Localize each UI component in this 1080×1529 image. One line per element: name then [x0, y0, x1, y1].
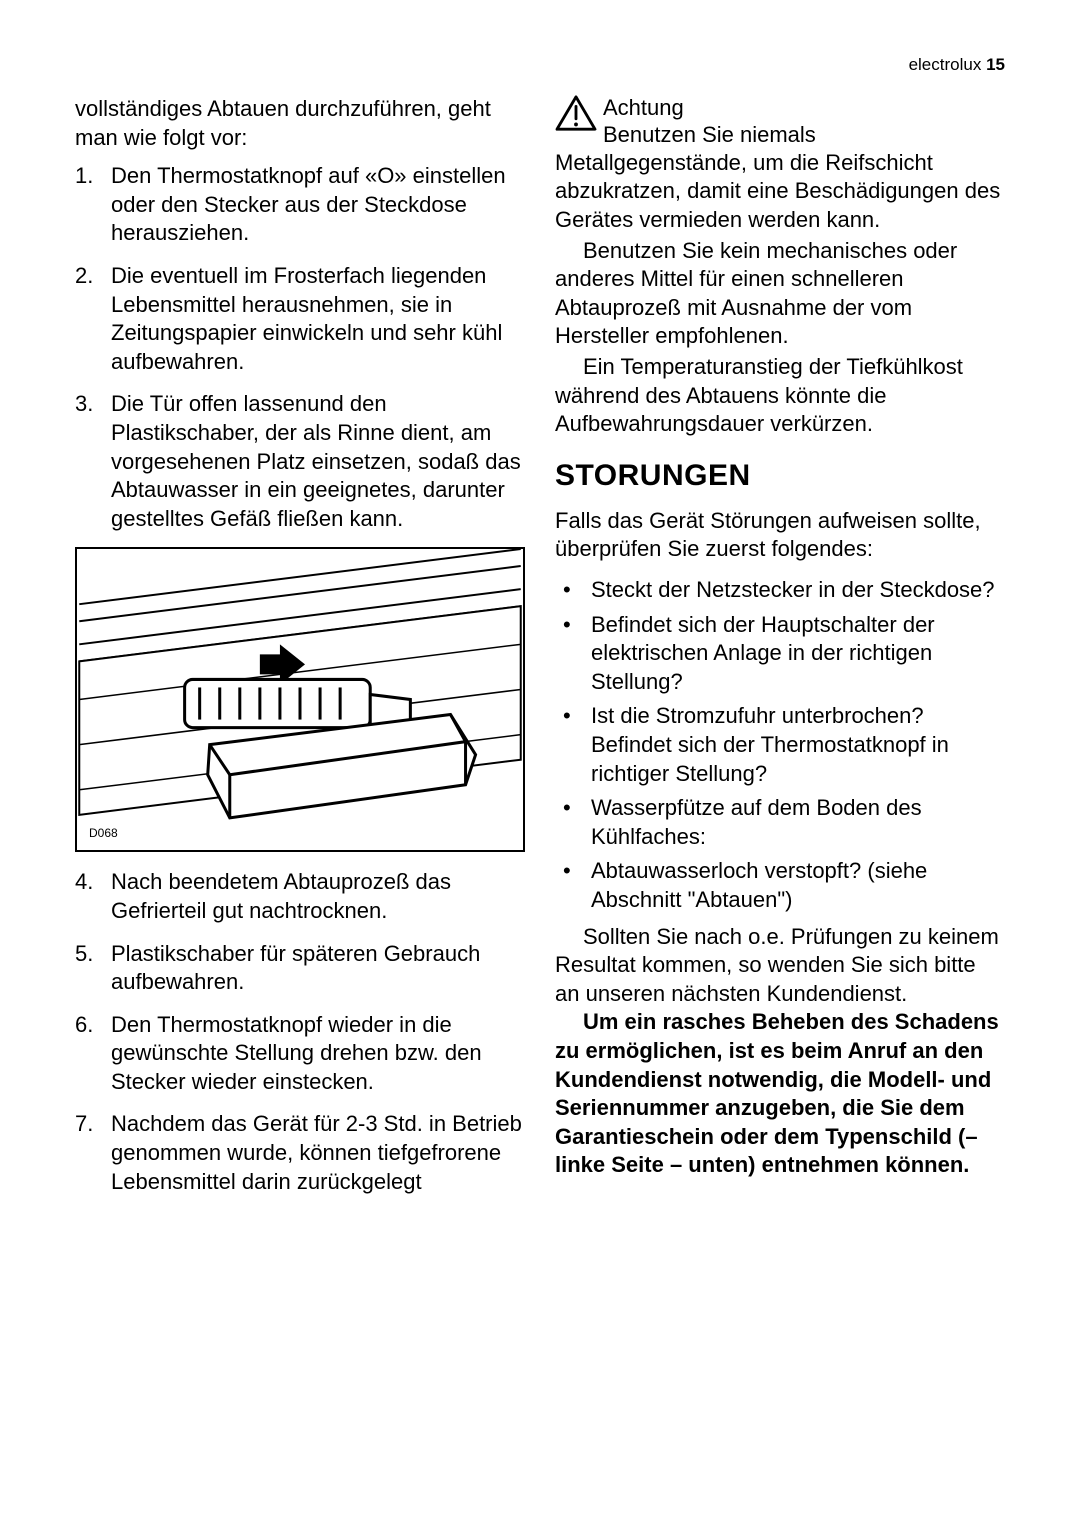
intro-text: vollständiges Abtauen durchzuführen, geh… — [75, 95, 525, 152]
step-item: Plastikschaber für späteren Gebrauch auf… — [75, 940, 525, 997]
warning-triangle-icon — [555, 95, 597, 133]
closing-paragraph-2: Um ein rasches Beheben des Schadens zu e… — [555, 1008, 1005, 1180]
step-item: Den Thermostatknopf wieder in die gewüns… — [75, 1011, 525, 1097]
figure-label: D068 — [89, 826, 118, 840]
steps-list-a: Den Thermostatknopf auf «O» einstellen o… — [75, 162, 525, 533]
defrost-illustration — [77, 549, 523, 850]
left-column: vollständiges Abtauen durchzuführen, geh… — [75, 95, 525, 1210]
bullet-item: Ist die Stromzufuhr unterbrochen? Befind… — [555, 702, 1005, 788]
bullet-item: Wasserpfütze auf dem Boden des Kühlfache… — [555, 794, 1005, 851]
section-heading: STORUNGEN — [555, 459, 1005, 493]
defrost-figure: D068 — [75, 547, 525, 852]
warning-paragraph-3: Ein Temperaturanstieg der Tiefkühlkost w… — [555, 353, 1005, 439]
right-column: Achtung Benutzen Sie niemals Metallgegen… — [555, 95, 1005, 1210]
closing-paragraph-1: Sollten Sie nach o.e. Prüfungen zu keine… — [555, 923, 1005, 1009]
warning-first-line: Benutzen Sie niemals — [603, 121, 816, 149]
page-header: electrolux 15 — [909, 55, 1005, 75]
step-item: Die Tür offen lassenund den Plastikschab… — [75, 390, 525, 533]
step-item: Nach beendetem Abtauprozeß das Gefrierte… — [75, 868, 525, 925]
step-item: Die eventuell im Frosterfach liegenden L… — [75, 262, 525, 376]
warning-paragraph-1: Metallgegenstände, um die Reifschicht ab… — [555, 149, 1005, 235]
warning-title: Achtung — [603, 95, 816, 121]
step-item: Den Thermostatknopf auf «O» einstellen o… — [75, 162, 525, 248]
brand-label: electrolux — [909, 55, 982, 74]
page-number: 15 — [986, 55, 1005, 74]
two-column-layout: vollständiges Abtauen durchzuführen, geh… — [75, 95, 1005, 1210]
warning-header: Achtung Benutzen Sie niemals — [555, 95, 1005, 149]
bullet-item: Steckt der Netzstecker in der Steckdose? — [555, 576, 1005, 605]
troubleshoot-list: Steckt der Netzstecker in der Steckdose?… — [555, 576, 1005, 915]
warning-block: Achtung Benutzen Sie niemals Metallgegen… — [555, 95, 1005, 439]
troubleshoot-intro: Falls das Gerät Störungen aufweisen soll… — [555, 507, 1005, 564]
steps-list-b: Nach beendetem Abtauprozeß das Gefrierte… — [75, 868, 525, 1196]
step-item: Nachdem das Gerät für 2-3 Std. in Betrie… — [75, 1110, 525, 1196]
bullet-item: Befindet sich der Hauptschalter der elek… — [555, 611, 1005, 697]
warning-paragraph-2: Benutzen Sie kein mechanisches oder ande… — [555, 237, 1005, 351]
bullet-item: Abtauwasserloch verstopft? (siehe Abschn… — [555, 857, 1005, 914]
